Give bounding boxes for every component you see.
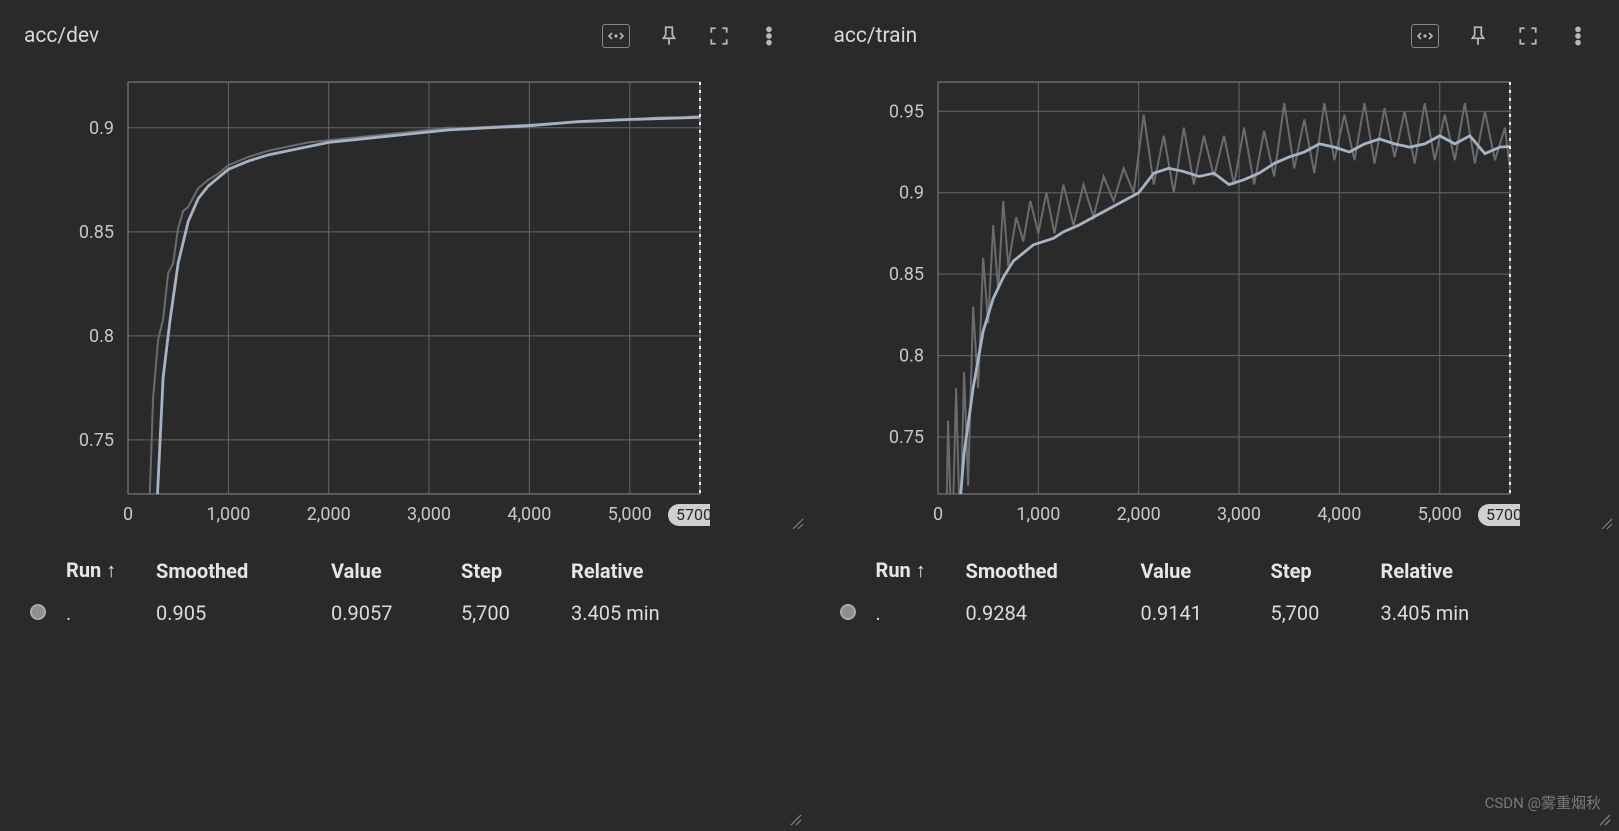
svg-text:0: 0 (123, 504, 133, 525)
panel-header: acc/dev (0, 0, 810, 64)
cell-run: . (66, 601, 156, 625)
svg-text:0.85: 0.85 (888, 264, 923, 285)
cell-run: . (876, 601, 966, 625)
svg-text:0.9: 0.9 (899, 183, 924, 204)
run-table: Run ↑ Smoothed Value Step Relative . 0.9… (810, 534, 1619, 625)
more-icon[interactable] (758, 25, 780, 47)
cell-relative: 3.405 min (571, 601, 731, 625)
svg-text:0.75: 0.75 (888, 427, 923, 448)
chart-title: acc/dev (24, 24, 602, 48)
svg-text:0.8: 0.8 (899, 346, 924, 367)
svg-text:5,000: 5,000 (608, 504, 652, 525)
svg-text:0.75: 0.75 (79, 430, 114, 451)
line-chart: 0 1,000 2,000 3,000 4,000 5,000 0.75 0.8 0.85 0.9… (10, 64, 710, 534)
panel-header: acc/train (810, 0, 1619, 64)
cell-smoothed: 0.9284 (966, 601, 1141, 625)
table-row: . 0.9284 0.9141 5,700 3.405 min (840, 601, 1590, 625)
svg-text:3,000: 3,000 (1217, 504, 1261, 525)
resize-handle-icon[interactable] (790, 516, 804, 530)
panel-resize-handle-icon[interactable] (788, 811, 804, 827)
cell-relative: 3.405 min (1381, 601, 1541, 625)
svg-text:0.9: 0.9 (89, 118, 114, 139)
svg-text:1,000: 1,000 (1016, 504, 1060, 525)
col-relative[interactable]: Relative (571, 559, 731, 583)
col-step[interactable]: Step (1271, 559, 1381, 583)
svg-text:0.85: 0.85 (79, 222, 114, 243)
svg-text:4,000: 4,000 (1317, 504, 1361, 525)
run-color-dot (840, 604, 856, 620)
fullscreen-icon[interactable] (1517, 25, 1539, 47)
chart-title: acc/train (834, 24, 1412, 48)
chart-area[interactable]: 0 1,000 2,000 3,000 4,000 5,000 0.75 0.8 0.85 0.9… (0, 64, 810, 534)
col-smoothed[interactable]: Smoothed (966, 559, 1141, 583)
toolbar (602, 24, 786, 48)
col-relative[interactable]: Relative (1381, 559, 1541, 583)
chart-area[interactable]: 0 1,000 2,000 3,000 4,000 5,000 0.75 0.8 0.85 0.9… (810, 64, 1619, 534)
svg-text:2,000: 2,000 (307, 504, 351, 525)
cell-value: 0.9057 (331, 601, 461, 625)
run-table: Run ↑ Smoothed Value Step Relative . 0.9… (0, 534, 810, 625)
run-color-dot (30, 604, 46, 620)
pin-icon[interactable] (1467, 25, 1489, 47)
col-value[interactable]: Value (1141, 559, 1271, 583)
fit-domain-icon[interactable] (1411, 24, 1439, 48)
col-smoothed[interactable]: Smoothed (156, 559, 331, 583)
svg-text:2,000: 2,000 (1116, 504, 1160, 525)
svg-text:0.8: 0.8 (89, 326, 114, 347)
table-row: . 0.905 0.9057 5,700 3.405 min (30, 601, 780, 625)
fit-domain-icon[interactable] (602, 24, 630, 48)
svg-text:5700: 5700 (1486, 505, 1520, 524)
cell-smoothed: 0.905 (156, 601, 331, 625)
col-run[interactable]: Run ↑ (876, 558, 966, 583)
panel-resize-handle-icon[interactable] (1597, 811, 1613, 827)
chart-panel-train: acc/train 0 1,000 2,000 3,000 4,000 5,000 0.75… (810, 0, 1619, 831)
svg-text:0.95: 0.95 (888, 101, 923, 122)
svg-text:4,000: 4,000 (507, 504, 551, 525)
table-header-row: Run ↑ Smoothed Value Step Relative (30, 558, 780, 583)
svg-text:5700: 5700 (676, 505, 710, 524)
toolbar (1411, 24, 1595, 48)
fullscreen-icon[interactable] (708, 25, 730, 47)
table-header-row: Run ↑ Smoothed Value Step Relative (840, 558, 1590, 583)
pin-icon[interactable] (658, 25, 680, 47)
resize-handle-icon[interactable] (1599, 516, 1613, 530)
watermark-text: CSDN @雾重烟秋 (1485, 792, 1601, 813)
line-chart: 0 1,000 2,000 3,000 4,000 5,000 0.75 0.8 0.85 0.9… (820, 64, 1520, 534)
col-step[interactable]: Step (461, 559, 571, 583)
svg-text:1,000: 1,000 (206, 504, 250, 525)
cell-step: 5,700 (461, 601, 571, 625)
svg-text:3,000: 3,000 (407, 504, 451, 525)
svg-text:5,000: 5,000 (1417, 504, 1461, 525)
col-run[interactable]: Run ↑ (66, 558, 156, 583)
chart-panel-dev: acc/dev 0 1,000 2,000 3,000 4,000 5,000 0.75 0.… (0, 0, 810, 831)
cell-value: 0.9141 (1141, 601, 1271, 625)
more-icon[interactable] (1567, 25, 1589, 47)
cell-step: 5,700 (1271, 601, 1381, 625)
svg-text:0: 0 (932, 504, 942, 525)
col-value[interactable]: Value (331, 559, 461, 583)
